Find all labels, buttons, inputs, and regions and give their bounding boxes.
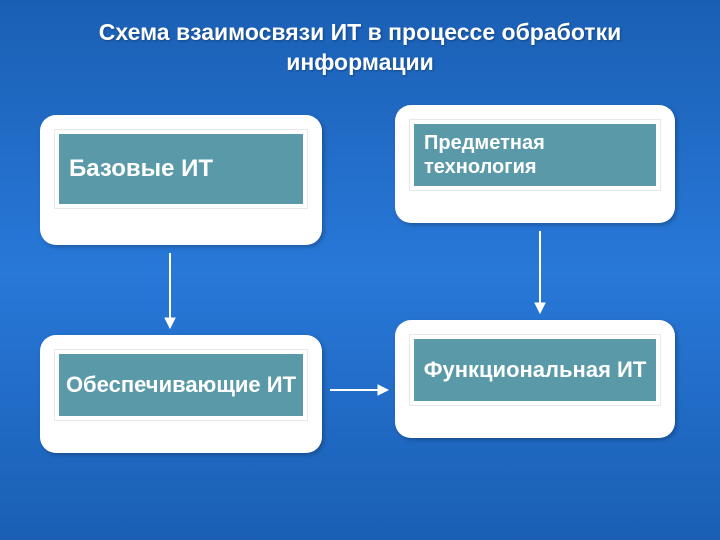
diagram-title: Схема взаимосвязи ИТ в процессе обработк… [0, 0, 720, 78]
node-subject-tech-label: Предметная технология [414, 124, 656, 186]
node-functional-it-frame: Функциональная ИТ [409, 334, 661, 406]
node-subject-tech: Предметная технология [395, 105, 675, 223]
node-supporting-it: Обеспечивающие ИТ [40, 335, 322, 453]
arrows-layer [0, 0, 720, 540]
node-functional-it: Функциональная ИТ [395, 320, 675, 438]
node-basic-it-frame: Базовые ИТ [54, 129, 308, 209]
title-line-2: информации [286, 49, 434, 75]
node-basic-it-label: Базовые ИТ [59, 134, 303, 204]
title-line-1: Схема взаимосвязи ИТ в процессе обработк… [99, 19, 621, 45]
node-supporting-it-frame: Обеспечивающие ИТ [54, 349, 308, 421]
node-functional-it-label: Функциональная ИТ [414, 339, 656, 401]
node-subject-tech-frame: Предметная технология [409, 119, 661, 191]
node-basic-it: Базовые ИТ [40, 115, 322, 245]
node-supporting-it-label: Обеспечивающие ИТ [59, 354, 303, 416]
